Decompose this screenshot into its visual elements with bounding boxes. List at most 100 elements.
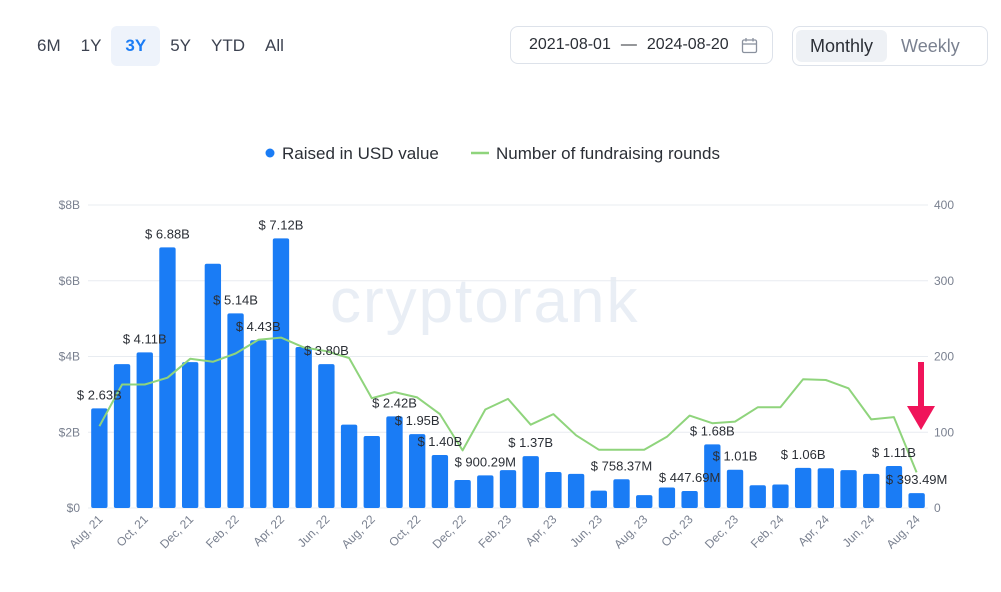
bar[interactable] — [136, 352, 153, 508]
x-tick-label: Apr, 24 — [795, 512, 832, 549]
legend-label-raised[interactable]: Raised in USD value — [282, 144, 439, 163]
bar[interactable] — [409, 434, 426, 508]
down-arrow-annotation — [907, 362, 935, 430]
x-tick-label: Dec, 21 — [157, 512, 196, 551]
bar[interactable] — [250, 340, 267, 508]
x-axis: Aug, 21 Oct, 21 Dec, 21 Feb, 22 Apr, 22 Jun, … — [66, 512, 923, 551]
legend-marker-raised — [265, 148, 275, 158]
x-tick-label: Oct, 21 — [114, 512, 151, 549]
left-tick-label: $0 — [67, 501, 81, 515]
data-label: $ 4.43B — [236, 319, 281, 334]
bar[interactable] — [613, 479, 630, 508]
bar[interactable] — [794, 467, 812, 508]
range-tab-ytd[interactable]: YTD — [211, 36, 246, 55]
legend-label-rounds[interactable]: Number of fundraising rounds — [496, 144, 720, 163]
x-tick-label: Feb, 24 — [748, 512, 787, 551]
right-tick-label: 400 — [934, 198, 954, 212]
x-tick-label: Aug, 21 — [66, 512, 105, 551]
x-tick-label: Feb, 22 — [203, 512, 242, 551]
bar[interactable] — [181, 362, 199, 508]
bar[interactable] — [340, 424, 358, 508]
bar[interactable] — [204, 263, 222, 508]
bar[interactable] — [908, 493, 925, 508]
bar[interactable] — [91, 408, 108, 508]
bar[interactable] — [863, 473, 880, 508]
bars — [91, 238, 925, 509]
data-label: $ 1.37B — [508, 435, 553, 450]
bar[interactable] — [590, 490, 607, 508]
bar[interactable] — [545, 472, 562, 508]
bar[interactable] — [363, 436, 380, 508]
bar[interactable] — [227, 313, 244, 508]
bar[interactable] — [658, 487, 676, 508]
x-tick-label: Jun, 22 — [295, 512, 333, 550]
data-label: $ 6.88B — [145, 226, 190, 241]
data-label: $ 2.63B — [77, 387, 122, 402]
x-tick-label: Dec, 23 — [702, 512, 741, 551]
range-tab-1y[interactable]: 1Y — [80, 36, 102, 55]
data-label: $ 2.42B — [372, 395, 417, 410]
rounds-line — [98, 336, 918, 473]
bar[interactable] — [704, 444, 721, 508]
x-tick-label: Aug, 23 — [611, 512, 650, 551]
right-tick-label: 200 — [934, 350, 954, 364]
range-tab-5y[interactable]: 5Y — [170, 36, 192, 55]
bar[interactable] — [522, 456, 539, 508]
bar[interactable] — [454, 479, 471, 508]
right-axis: 0 100 200 300 400 — [934, 198, 954, 515]
left-axis: $0 $2B $4B $6B $8B — [59, 198, 81, 515]
bar[interactable] — [840, 470, 857, 508]
bar[interactable] — [681, 491, 698, 508]
data-label: $ 1.01B — [713, 449, 758, 464]
bar[interactable] — [113, 364, 131, 508]
range-tab-6m[interactable]: 6M — [37, 36, 61, 55]
data-label: $ 447.69M — [659, 470, 720, 485]
left-tick-label: $4B — [59, 350, 80, 364]
bar[interactable] — [295, 347, 312, 508]
bar[interactable] — [567, 473, 585, 508]
bar[interactable] — [477, 475, 494, 508]
bar[interactable] — [318, 364, 335, 508]
x-tick-label: Oct, 22 — [386, 512, 423, 549]
period-monthly-button[interactable]: Monthly — [796, 30, 888, 62]
x-tick-label: Oct, 23 — [658, 512, 695, 549]
data-label: $ 7.12B — [259, 217, 304, 232]
date-to: 2024-08-20 — [646, 36, 729, 53]
data-label: $ 1.95B — [395, 413, 440, 428]
data-label: $ 5.14B — [213, 292, 258, 307]
data-labels: $ 2.63B $ 4.11B $ 6.88B $ 5.14B $ 4.43B $ 7.1… — [77, 217, 947, 487]
date-separator: — — [620, 36, 637, 53]
bar[interactable] — [726, 469, 744, 508]
legend: Raised in USD value Number of fundraisin… — [265, 144, 720, 163]
date-range-picker[interactable]: 2021-08-01 — 2024-08-20 — [510, 26, 773, 64]
bar[interactable] — [817, 468, 835, 508]
left-tick-label: $8B — [59, 198, 80, 212]
bar[interactable] — [636, 495, 653, 508]
bar[interactable] — [772, 484, 789, 508]
data-label: $ 758.37M — [591, 458, 652, 473]
left-tick-label: $2B — [59, 425, 80, 439]
bar[interactable] — [386, 416, 403, 508]
x-tick-label: Apr, 23 — [523, 512, 560, 549]
x-tick-label: Dec, 22 — [430, 512, 469, 551]
x-tick-label: Aug, 24 — [884, 512, 923, 551]
range-tab-all[interactable]: All — [265, 36, 284, 55]
data-label: $ 4.11B — [123, 331, 167, 346]
data-label: $ 1.11B — [872, 445, 916, 460]
rounds-line-path — [98, 336, 918, 473]
period-weekly-button[interactable]: Weekly — [901, 36, 960, 56]
data-label: $ 3.80B — [304, 343, 349, 358]
calendar-icon[interactable] — [741, 37, 758, 54]
bar[interactable] — [885, 465, 903, 508]
bar[interactable] — [431, 454, 449, 508]
x-tick-label: Apr, 22 — [250, 512, 287, 549]
bar[interactable] — [272, 238, 290, 508]
period-toggle: Monthly Weekly — [792, 26, 988, 66]
bar[interactable] — [499, 470, 517, 508]
x-tick-label: Jun, 24 — [840, 512, 878, 550]
date-from: 2021-08-01 — [529, 36, 611, 53]
bar[interactable] — [749, 485, 766, 508]
watermark: cryptorank — [330, 267, 639, 336]
range-tab-3y[interactable]: 3Y — [111, 26, 161, 66]
data-label: $ 900.29M — [455, 454, 516, 469]
